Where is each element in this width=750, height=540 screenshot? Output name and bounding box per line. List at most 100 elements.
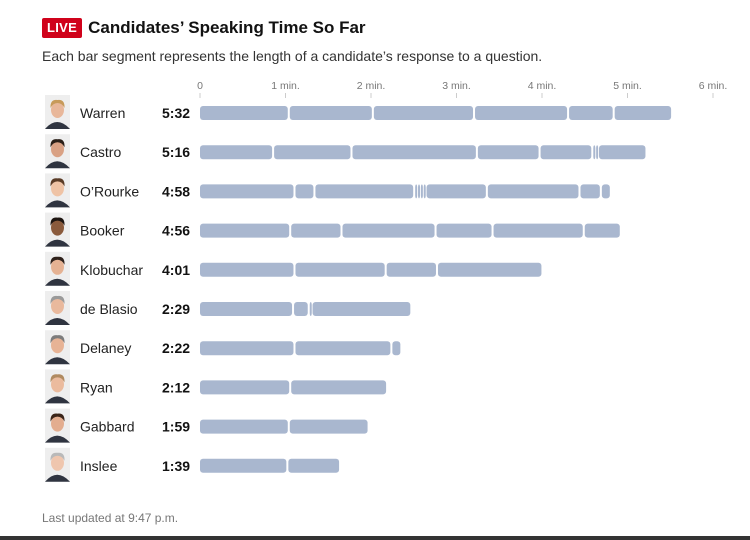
bar-segment [200,262,294,277]
bar-segment [200,458,287,473]
avatar-shoulders [45,396,70,404]
avatar-face [51,415,64,432]
bar-segment [312,302,411,316]
avatar [45,330,70,365]
bar-segment [309,302,312,316]
bar-segment [580,184,600,199]
bar-segment [295,341,391,356]
bar-segment [426,184,486,199]
avatar-hair [50,217,65,226]
candidate-name: Ryan [80,379,113,395]
bar-segment [342,223,435,238]
avatar-shoulders [45,161,70,169]
candidate-name: Warren [80,105,125,121]
bar-segment [352,145,476,160]
bar-segment [493,223,583,238]
bar-segment [475,106,568,120]
x-tick-label: 5 min. [613,80,642,92]
bar-segment [200,106,288,120]
avatar-shoulders [45,435,70,443]
candidate-total: 4:58 [162,183,190,199]
bar-segment [601,184,610,199]
bar-segment [200,145,273,160]
bar-segment [295,184,314,199]
bar-segment [200,223,290,238]
bar-segment [373,106,474,120]
avatar-face [51,337,64,354]
avatar-face [51,180,64,197]
candidate-name: de Blasio [80,301,138,317]
bar-segment [200,184,294,199]
candidate-total: 2:22 [162,340,190,356]
bar-segment [599,145,646,160]
bar-segment [614,106,672,120]
avatar-shoulders [45,357,70,365]
bar-segment [477,145,539,160]
avatar [45,369,70,404]
avatar-hair [50,374,65,383]
bar-segment [200,341,294,356]
avatar-face [51,454,64,471]
avatar-hair [50,295,65,304]
bar-segment [315,184,414,199]
bar-segment [420,184,423,199]
candidate-name: O’Rourke [80,183,139,199]
x-tick-label: 1 min. [271,80,300,92]
candidate-name: Booker [80,223,125,239]
avatar-shoulders [45,200,70,208]
live-badge: LIVE [42,18,83,38]
bar-segment [291,380,387,395]
avatar-shoulders [45,278,70,286]
avatar-face [51,102,64,118]
x-tick-label: 2 min. [357,80,386,92]
bar-segment [294,302,308,316]
bar-segment [437,262,542,277]
avatar [45,291,70,325]
candidate-name: Inslee [80,458,118,474]
avatar [45,212,70,247]
bar-segment [418,184,421,199]
candidate-total: 4:56 [162,223,190,239]
bar-segment [295,262,385,277]
bar-segment [200,419,288,434]
candidate-total: 2:12 [162,379,190,395]
bar-segment [291,223,341,238]
avatar-face [51,258,64,275]
x-tick-label: 4 min. [528,80,557,92]
candidate-name: Castro [80,144,121,160]
avatar-face [51,141,64,158]
bar-segment [200,302,293,316]
candidate-name: Klobuchar [80,262,143,278]
chart-title: Candidates’ Speaking Time So Far [88,18,366,37]
bar-segment [392,341,401,356]
bar-segment [289,106,372,120]
avatar-hair [50,335,65,344]
avatar-hair [50,256,65,265]
avatar [45,447,70,482]
speaking-time-chart: 0 1 min. 2 min. 3 min. 4 min. 5 min. 6 min. War… [45,80,728,482]
candidate-total: 2:29 [162,301,190,317]
avatar-shoulders [45,474,70,482]
bar-segment [289,419,368,434]
x-tick-label: 0 [197,80,203,92]
x-tick-label: 6 min. [699,80,728,92]
candidate-total: 4:01 [162,262,190,278]
candidate-name: Delaney [80,340,131,356]
avatar [45,134,70,169]
candidate-total: 1:39 [162,458,190,474]
bar-segment [584,223,620,238]
avatar-hair [50,452,65,461]
candidate-name: Gabbard [80,419,134,435]
bar-segment [596,145,599,160]
bar-segment [569,106,613,120]
avatar-hair [50,99,65,108]
avatar [45,95,70,129]
avatar-face [51,376,64,393]
bottom-rule [0,536,750,540]
avatar [45,173,70,208]
bar-segment [415,184,418,199]
bar-segment [423,184,426,199]
avatar-shoulders [45,122,70,129]
avatar-face [51,298,64,314]
avatar-face [51,219,64,236]
